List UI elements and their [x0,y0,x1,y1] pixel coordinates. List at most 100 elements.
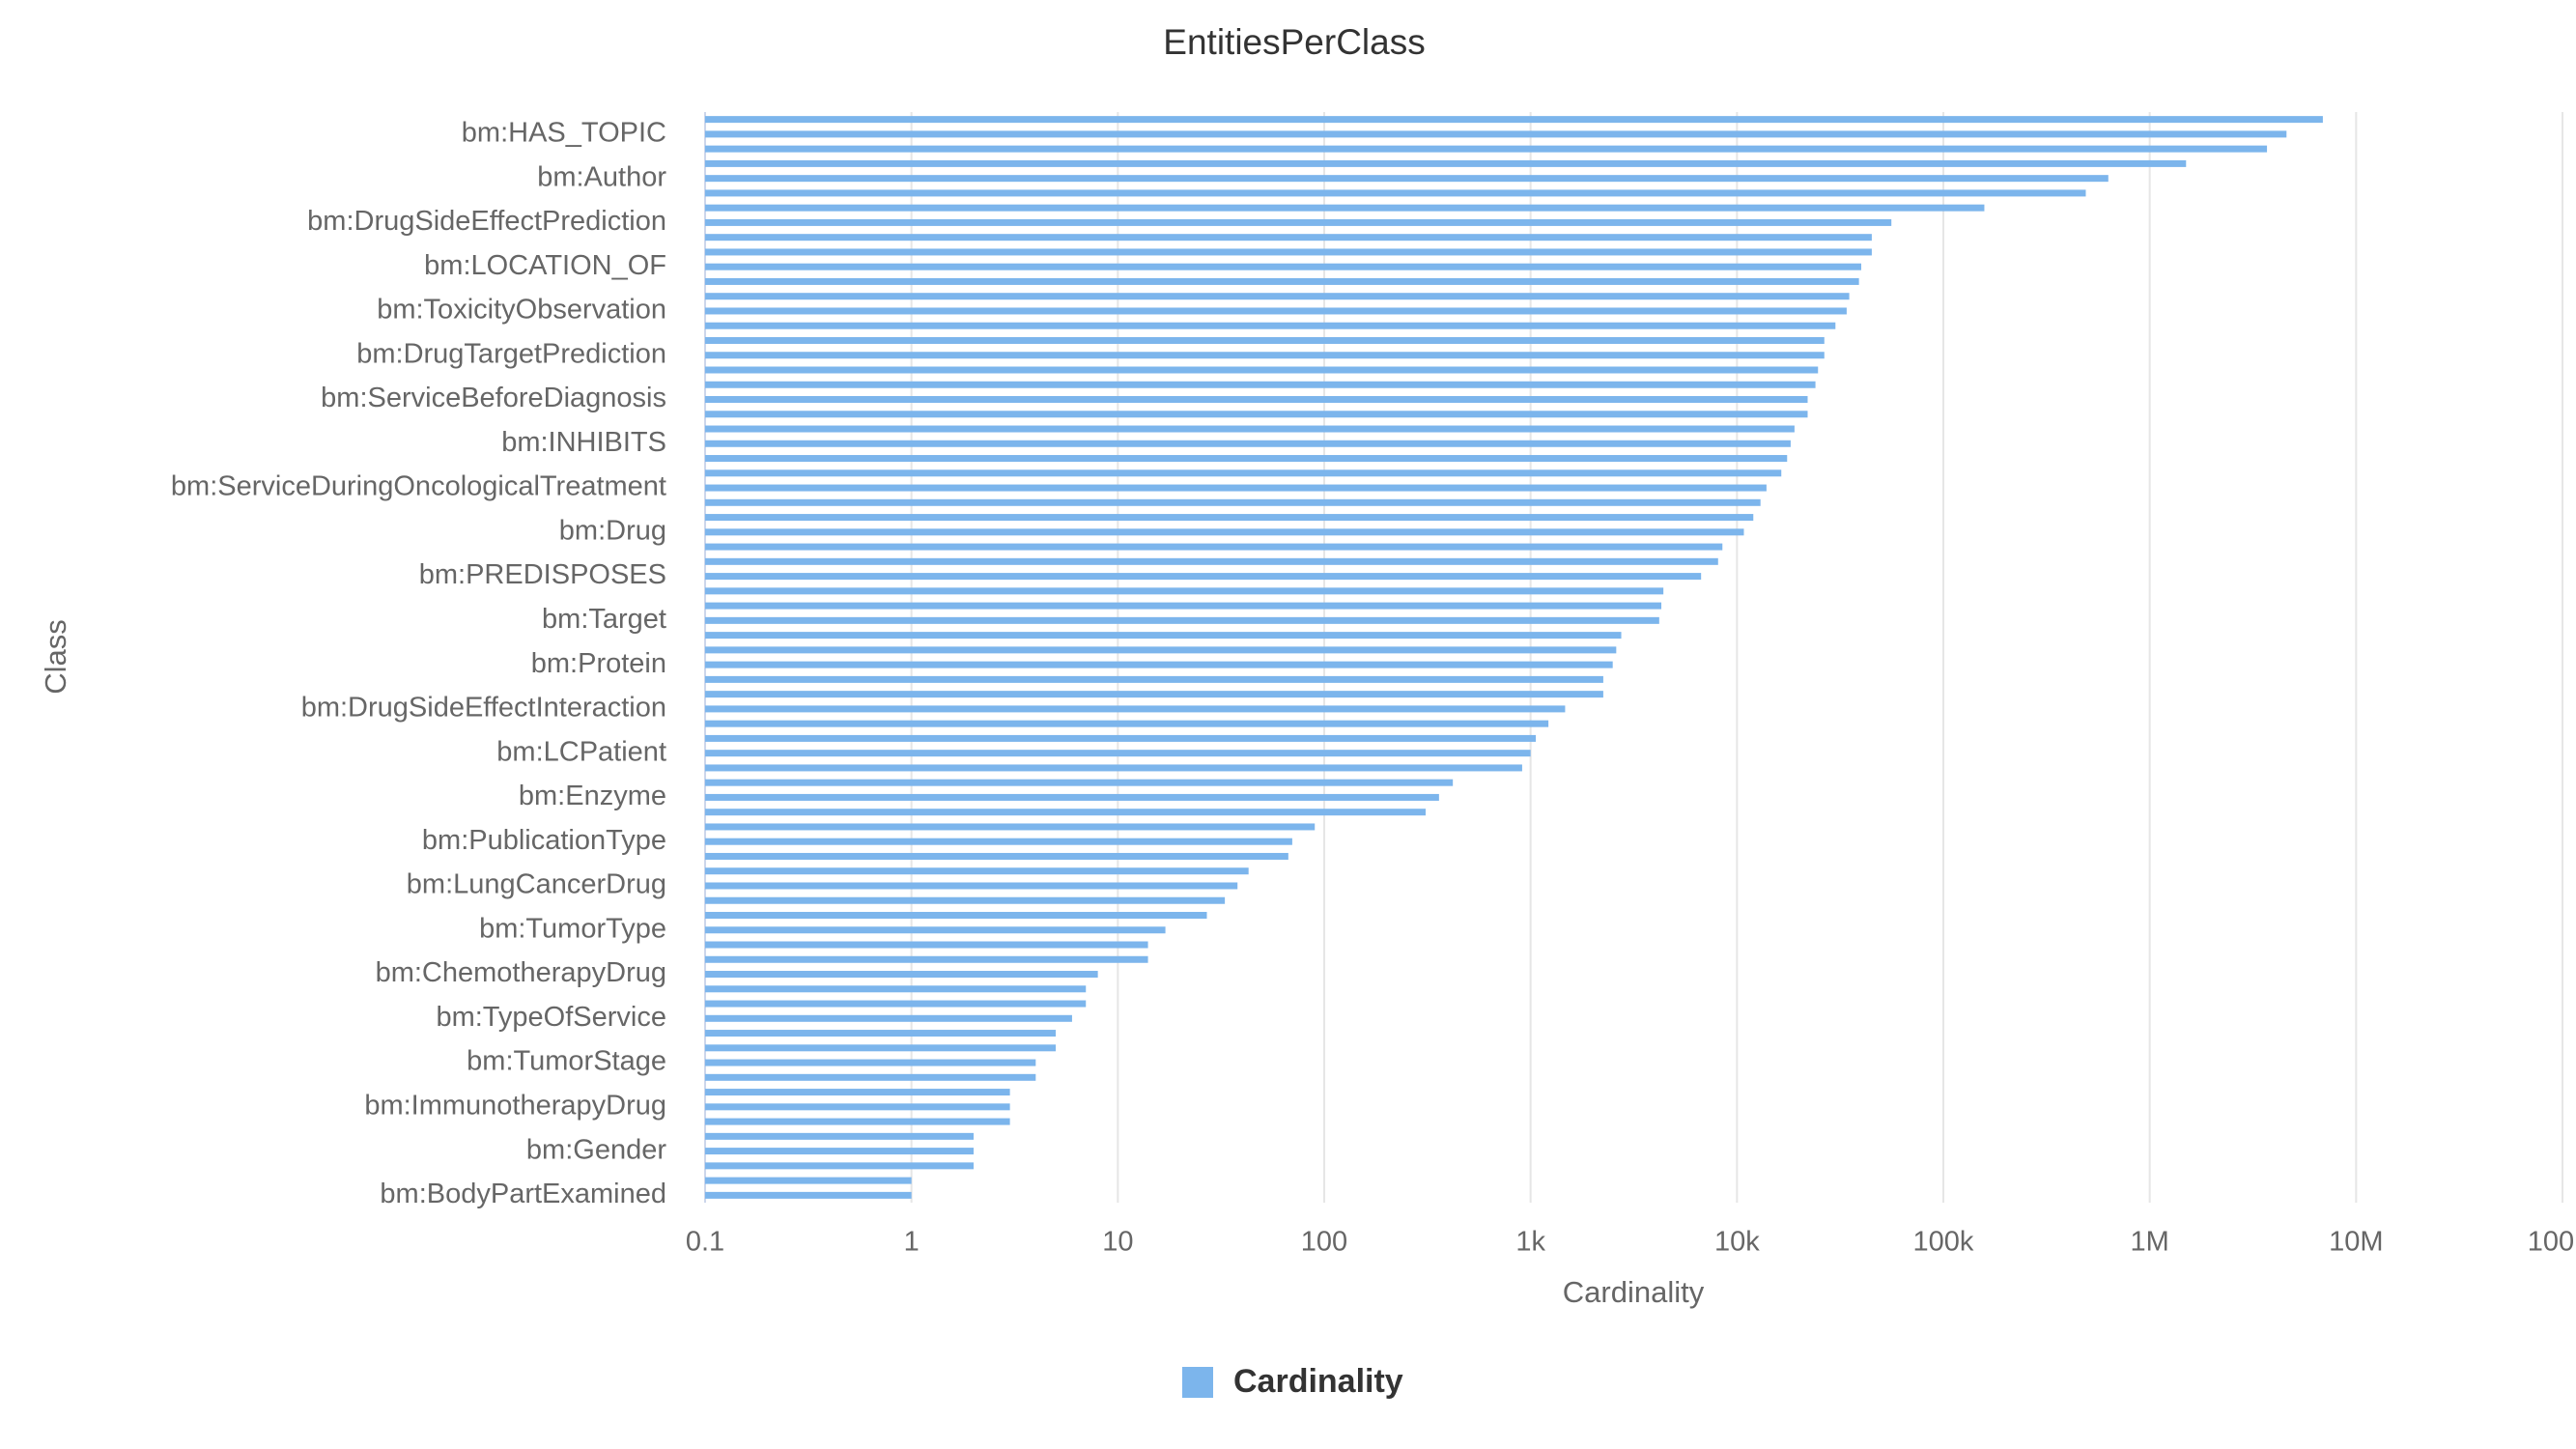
y-tick-label: bm:ToxicityObservation [377,295,666,326]
bar [705,838,1292,845]
bar [705,204,1985,212]
bar [705,366,1819,374]
y-tick-label: bm:ImmunotherapyDrug [364,1090,666,1121]
x-tick-label: 100M [2528,1227,2576,1258]
bar [705,159,2187,167]
y-tick-label: bm:DrugSideEffectPrediction [307,206,666,237]
bar [705,498,1761,506]
bar [705,1000,1087,1008]
bar [705,396,1808,404]
bar [705,882,1238,890]
bar [705,1014,1072,1022]
bar [705,469,1782,477]
bar [705,248,1872,256]
bar [705,661,1613,668]
y-tick-label: bm:INHIBITS [501,427,666,458]
bar [705,1148,974,1155]
bar [705,720,1549,727]
y-tick-label: bm:Protein [531,648,666,679]
bar [705,823,1316,831]
legend-label: Cardinality [1233,1363,1403,1400]
bar [705,1162,974,1170]
x-tick-label: 10 [1102,1227,1133,1258]
bar [705,971,1098,979]
y-tick-label: bm:ServiceBeforeDiagnosis [321,383,666,413]
bar [705,1059,1036,1066]
y-tick-label: bm:TumorType [479,913,666,944]
bar [705,1132,974,1140]
x-tick-label: 1 [904,1227,920,1258]
bar [705,1103,1010,1111]
x-tick-label: 10M [2329,1227,2383,1258]
x-tick-label: 10k [1714,1227,1760,1258]
bar [705,411,1808,418]
bar [705,852,1288,860]
chart-title: EntitiesPerClass [1163,22,1425,62]
bar [705,322,1836,329]
bar [705,941,1148,949]
bar [705,189,2086,197]
y-tick-label: bm:Enzyme [519,781,666,811]
bar [705,573,1702,581]
bar [705,336,1825,344]
y-tick-label: bm:LCPatient [496,736,666,767]
y-tick-label: bm:Target [542,604,666,635]
bar [705,263,1861,270]
bar [705,307,1847,315]
bar [705,985,1087,993]
x-tick-label: 100k [1913,1227,1974,1258]
y-tick-label: bm:ServiceDuringOncologicalTreatment [171,471,666,502]
x-tick-label: 0.1 [686,1227,724,1258]
bar [705,705,1566,713]
bar [705,587,1664,595]
y-tick-label: bm:ChemotherapyDrug [376,957,666,988]
bar [705,381,1816,388]
bar [705,277,1859,285]
y-tick-label: bm:PublicationType [422,825,666,856]
bar [705,352,1825,359]
x-tick-label: 1k [1515,1227,1545,1258]
bar [705,793,1439,801]
bar [705,218,1892,226]
bar [705,764,1522,772]
y-tick-label: bm:BodyPartExamined [380,1179,666,1209]
bar [705,602,1662,610]
bar [705,691,1603,698]
bar [705,809,1426,816]
bar [705,484,1767,492]
bar [705,425,1795,433]
bar [705,455,1788,463]
bar [705,528,1744,536]
bar [705,234,1872,242]
bar [705,911,1207,919]
bar [705,675,1603,683]
bar [705,734,1537,742]
x-tick-label: 100 [1301,1227,1347,1258]
y-axis-title: Class [39,619,72,695]
bar [705,750,1531,757]
bar [705,1044,1057,1052]
bar [705,543,1723,551]
bar [705,116,2323,124]
bar [705,867,1249,875]
bar [705,632,1622,639]
y-tick-label: bm:LOCATION_OF [424,250,666,281]
y-tick-label: bm:LungCancerDrug [407,869,666,900]
y-tick-label: bm:Drug [559,515,666,546]
y-tick-label: bm:Gender [526,1134,666,1165]
bar [705,145,2268,153]
bar [705,1118,1010,1125]
y-tick-label: bm:HAS_TOPIC [462,118,666,149]
y-tick-label: bm:TypeOfService [436,1002,666,1033]
y-tick-label: bm:DrugTargetPrediction [356,338,666,369]
bar [705,557,1718,565]
bar [705,130,2287,138]
bar [705,1030,1057,1037]
bar [705,646,1617,654]
x-axis-title: Cardinality [1563,1275,1705,1309]
bar [705,1191,912,1199]
bar [705,955,1148,963]
y-tick-label: bm:TumorStage [467,1046,666,1077]
legend-swatch [1182,1367,1213,1398]
